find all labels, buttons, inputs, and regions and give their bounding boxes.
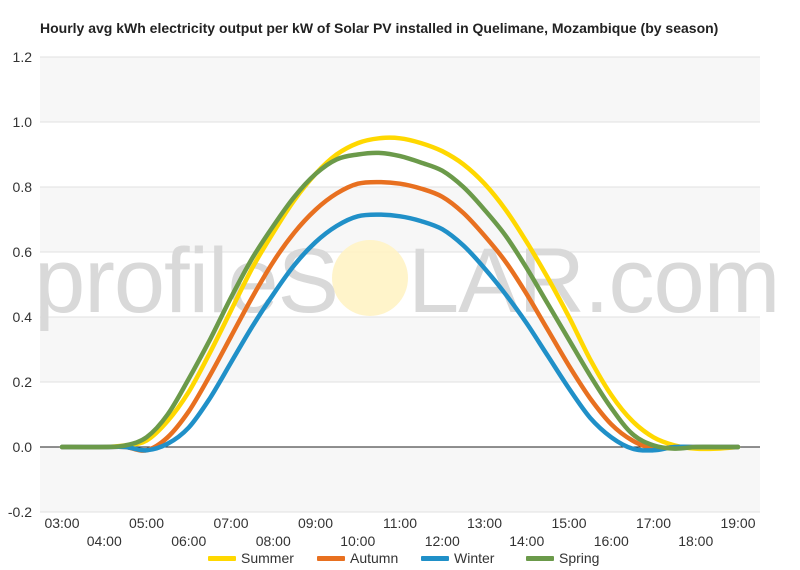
x-tick-label: 11:00 — [383, 515, 417, 531]
x-tick-label: 14:00 — [509, 533, 544, 549]
x-tick-label: 05:00 — [129, 515, 164, 531]
x-axis-ticks: 03:00 04:00 05:00 06:00 07:00 08:00 09:00 10:00… — [44, 515, 755, 549]
legend-label-summer: Summer — [241, 550, 294, 566]
series-lines — [59, 135, 741, 453]
grid-band — [40, 317, 760, 382]
grid-band — [40, 57, 760, 122]
x-tick-label: 13:00 — [467, 515, 502, 531]
y-tick-label: 1.0 — [13, 114, 33, 130]
legend-swatch-summer — [208, 556, 236, 561]
legend-swatch-winter — [421, 556, 449, 561]
x-tick-label: 19:00 — [720, 515, 755, 531]
x-tick-label: 15:00 — [551, 515, 586, 531]
x-tick-label: 09:00 — [298, 515, 333, 531]
grid — [40, 56, 760, 513]
watermark-text-left: profileS — [34, 230, 338, 332]
x-tick-label: 03:00 — [44, 515, 79, 531]
legend: Summer Autumn Winter Spring — [208, 550, 599, 566]
legend-label-spring: Spring — [559, 550, 599, 566]
legend-label-autumn: Autumn — [350, 550, 398, 566]
x-tick-label: 16:00 — [594, 533, 629, 549]
legend-swatch-autumn — [317, 556, 345, 561]
grid-band — [40, 187, 760, 252]
series-line-autumn — [59, 179, 741, 453]
x-tick-label: 17:00 — [636, 515, 671, 531]
grid-band — [40, 447, 760, 512]
watermark: profileS LAR.com — [34, 230, 780, 332]
y-tick-label: -0.2 — [8, 504, 32, 520]
x-tick-label: 06:00 — [171, 533, 206, 549]
series-line-winter — [59, 212, 741, 453]
legend-swatch-spring — [526, 556, 554, 561]
series-line-spring — [59, 150, 741, 451]
chart-title: Hourly avg kWh electricity output per kW… — [40, 20, 718, 36]
y-tick-label: 1.2 — [13, 49, 33, 65]
y-tick-label: 0.8 — [13, 179, 33, 195]
watermark-sun-icon — [332, 240, 408, 316]
y-tick-label: 0.0 — [13, 439, 33, 455]
x-tick-label: 10:00 — [340, 533, 375, 549]
y-tick-label: 0.4 — [13, 309, 33, 325]
legend-label-winter: Winter — [454, 550, 495, 566]
x-tick-label: 07:00 — [213, 515, 248, 531]
watermark-text-right: LAR.com — [408, 230, 779, 332]
y-tick-label: 0.6 — [13, 244, 33, 260]
x-tick-label: 12:00 — [425, 533, 460, 549]
series-line-summer — [59, 135, 741, 452]
x-tick-label: 04:00 — [87, 533, 122, 549]
x-tick-label: 08:00 — [256, 533, 291, 549]
y-axis-ticks: -0.2 0.0 0.2 0.4 0.6 0.8 1.0 1.2 — [8, 49, 32, 520]
y-tick-label: 0.2 — [13, 374, 33, 390]
x-tick-label: 18:00 — [678, 533, 713, 549]
